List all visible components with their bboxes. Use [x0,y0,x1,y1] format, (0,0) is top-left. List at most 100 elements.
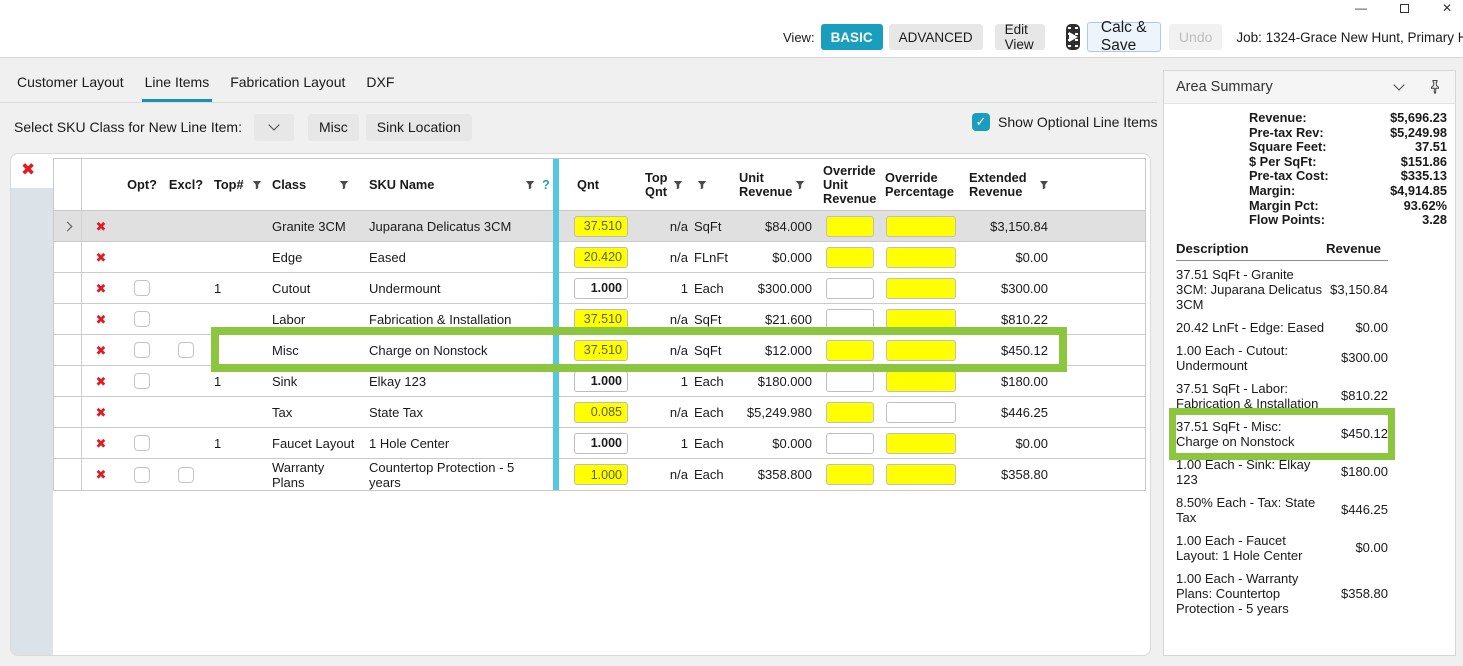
optional-checkbox[interactable] [134,373,150,389]
line-item-row[interactable]: ✖ Warranty Plans Countertop Protection -… [54,459,1145,490]
optional-checkbox[interactable] [134,311,150,327]
expand-cell[interactable] [54,459,82,490]
minimize-icon[interactable]: — [1355,1,1367,15]
expand-cell[interactable] [54,335,82,365]
optional-checkbox[interactable] [134,342,150,358]
filter-icon[interactable] [525,180,535,190]
delete-row-icon[interactable]: ✖ [95,373,107,389]
expand-cell[interactable] [54,366,82,396]
expand-cell[interactable] [54,242,82,272]
override-percentage-input[interactable] [886,401,956,423]
quantity-input[interactable]: 20.420 [574,246,628,268]
filter-icon[interactable] [339,180,349,190]
line-item-row[interactable]: ✖ Tax State Tax 0.085 n/a Each $5,249.98… [54,397,1145,428]
quantity-input[interactable]: 1.000 [574,370,628,392]
override-percentage-input[interactable] [886,215,956,237]
optional-checkbox[interactable] [134,435,150,451]
expand-cell[interactable] [54,273,82,303]
line-item-row[interactable]: ✖ 1 Sink Elkay 123 1.000 1 Each $180.000 [54,366,1145,397]
stat-label: Square Feet: [1249,139,1327,155]
override-unit-revenue-input[interactable] [826,215,874,237]
video-tutorial-icon[interactable] [1065,24,1080,50]
delete-all-icon[interactable]: ✖ [21,160,36,179]
sku-class-dropdown[interactable] [253,113,294,141]
quantity-input[interactable]: 1.000 [574,432,628,454]
override-unit-revenue-input[interactable] [826,432,874,454]
optional-checkbox[interactable] [134,280,150,296]
tab[interactable]: DXF [363,68,397,102]
view-advanced-button[interactable]: ADVANCED [888,24,983,50]
edit-view-button[interactable]: Edit View [994,22,1045,52]
override-percentage-input[interactable] [886,277,956,299]
pin-icon[interactable] [1429,80,1441,94]
quantity-input[interactable]: 0.085 [574,401,628,423]
optional-checkbox[interactable] [134,466,150,483]
view-basic-button[interactable]: BASIC [820,24,883,50]
line-item-row[interactable]: ✖ Labor Fabrication & Installation 37.51… [54,304,1145,335]
quantity-input[interactable]: 1.000 [574,277,628,299]
sink-location-button[interactable]: Sink Location [365,113,472,141]
override-percentage-input[interactable] [886,464,956,485]
top-number-cell [208,335,258,365]
override-unit-revenue-input[interactable] [826,464,874,485]
delete-row-icon[interactable]: ✖ [95,467,107,482]
collapse-chevron-icon[interactable] [1393,79,1405,91]
override-unit-revenue-input[interactable] [826,308,874,330]
misc-button[interactable]: Misc [307,113,359,141]
stat-row: Flow Points: 3.28 [1164,213,1447,228]
quantity-cell: 1.000 [559,273,643,303]
tab[interactable]: Fabrication Layout [227,68,348,102]
override-unit-revenue-input[interactable] [826,277,874,299]
maximize-icon[interactable] [1398,3,1410,13]
override-percentage-input[interactable] [886,308,956,330]
unit-cell: SqFt [694,218,722,234]
delete-row-icon[interactable]: ✖ [95,249,107,265]
header-help[interactable]: ? [542,176,550,192]
override-unit-revenue-input[interactable] [826,370,874,392]
line-item-row[interactable]: ✖ Granite 3CM Juparana Delicatus 3CM 37.… [54,211,1145,242]
checkbox-checked-icon[interactable]: ✓ [972,113,990,131]
override-percentage-cell [881,273,961,303]
calc-save-button[interactable]: Calc & Save [1086,19,1161,54]
delete-row-icon[interactable]: ✖ [95,280,107,296]
expand-cell[interactable] [54,428,82,458]
filter-icon[interactable] [673,180,683,190]
quantity-cell: 1.000 [559,428,643,458]
delete-row-icon[interactable]: ✖ [95,218,107,234]
header-extended-revenue: Extended Revenue [961,159,1073,210]
line-item-row[interactable]: ✖ Edge Eased 20.420 n/a FLnFt $0.000 $ [54,242,1145,273]
line-item-row[interactable]: ✖ Misc Charge on Nonstock 37.510 n/a SqF… [54,335,1145,366]
filter-icon[interactable] [1039,180,1049,190]
override-percentage-input[interactable] [886,339,956,361]
override-unit-revenue-input[interactable] [826,339,874,361]
exclude-checkbox[interactable] [178,466,194,483]
expand-cell[interactable] [54,211,82,241]
filter-icon[interactable] [697,180,707,190]
top-qnt-cell: 1 [680,435,688,451]
quantity-input[interactable]: 1.000 [574,464,628,485]
override-unit-revenue-input[interactable] [826,246,874,268]
quantity-input[interactable]: 37.510 [574,215,628,237]
line-item-row[interactable]: ✖ 1 Cutout Undermount 1.000 1 Each $300.… [54,273,1145,304]
delete-row-icon[interactable]: ✖ [95,404,107,420]
override-percentage-input[interactable] [886,246,956,268]
override-percentage-input[interactable] [886,370,956,392]
expand-cell[interactable] [54,397,82,427]
close-icon[interactable]: ✕ [1441,1,1453,15]
quantity-input[interactable]: 37.510 [574,339,628,361]
expand-cell[interactable] [54,304,82,334]
exclude-checkbox[interactable] [178,342,194,358]
quantity-input[interactable]: 37.510 [574,308,628,330]
filter-icon[interactable] [795,180,805,190]
filter-icon[interactable] [252,180,262,190]
stat-value: $5,696.23 [1390,110,1447,125]
delete-row-icon[interactable]: ✖ [95,342,107,358]
override-unit-revenue-input[interactable] [826,401,874,423]
delete-row-icon[interactable]: ✖ [95,435,107,451]
delete-row-icon[interactable]: ✖ [95,311,107,327]
tab[interactable]: Customer Layout [14,68,127,102]
tab[interactable]: Line Items [141,68,213,102]
override-percentage-cell [881,366,961,396]
line-item-row[interactable]: ✖ 1 Faucet Layout 1 Hole Center 1.000 1 … [54,428,1145,459]
override-percentage-input[interactable] [886,432,956,454]
